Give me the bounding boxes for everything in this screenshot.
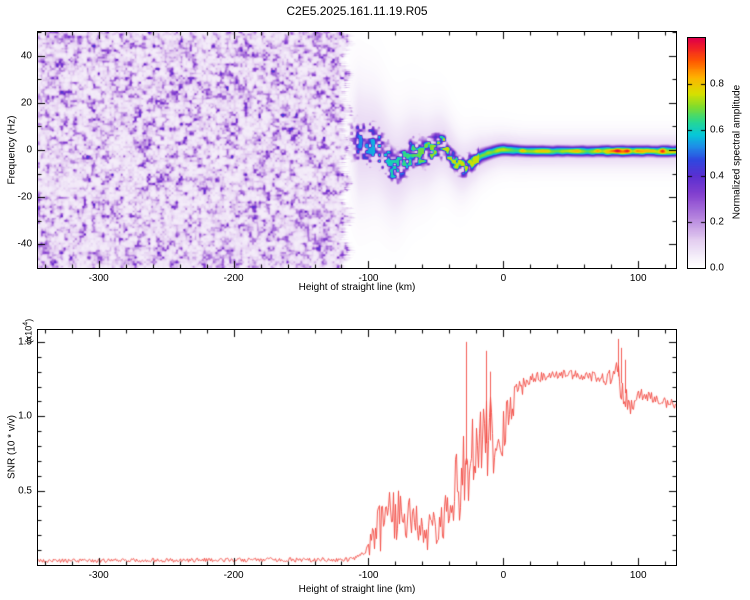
- spectrogram-y-tick-label: -20: [17, 191, 32, 203]
- spectrogram-y-tick-label: 20: [20, 97, 32, 109]
- colorbar-tick-label: 0.2: [710, 216, 724, 228]
- snr-canvas: [38, 330, 676, 565]
- height-axis-label-top: Height of straight line (km): [298, 282, 416, 293]
- spectrogram-y-tick-label: 40: [20, 50, 32, 62]
- colorbar: [688, 38, 705, 268]
- snr-x-tick-label: 100: [629, 570, 647, 581]
- colorbar-tick-label: 0.0: [710, 262, 724, 274]
- colorbar-frame: [687, 37, 706, 269]
- snr-y-tick-label: 1.5: [18, 336, 32, 348]
- snr-y-tick-label: 0.5: [18, 485, 32, 497]
- snr-axis-label: SNR (10 * v/v): [6, 415, 18, 479]
- snr-x-tick-label: -100: [358, 570, 379, 581]
- spectrogram-y-tick-label: -40: [17, 238, 32, 250]
- snr-scale-suffix: ): [23, 318, 34, 322]
- colorbar-tick-label: 0.4: [710, 170, 724, 182]
- snr-scale-exponent: 4: [22, 321, 30, 326]
- height-axis-label-bottom: Height of straight line (km): [298, 584, 416, 595]
- spectrogram-x-tick-label: -200: [223, 273, 244, 284]
- snr-x-tick-label: -300: [88, 570, 109, 581]
- snr-y-tick-label: 1.0: [18, 410, 32, 422]
- spectrogram-frame: [37, 31, 677, 269]
- colorbar-tick-label: 0.8: [710, 78, 724, 90]
- frequency-axis-label: Frequency (Hz): [6, 115, 18, 185]
- colorbar-tick-label: 0.6: [710, 124, 724, 136]
- spectrogram-x-tick-label: 0: [500, 273, 507, 284]
- colorbar-label: Normalized spectral amplitude: [731, 84, 743, 220]
- snr-frame: [37, 329, 677, 566]
- spectrogram-y-tick-label: 0: [26, 144, 32, 156]
- figure-title: C2E5.2025.161.11.19.R05: [286, 4, 428, 18]
- snr-x-tick-label: -200: [223, 570, 244, 581]
- spectrogram-x-tick-label: -100: [358, 273, 379, 284]
- snr-x-tick-label: 0: [500, 570, 507, 581]
- spectrogram-x-tick-label: 100: [629, 273, 647, 284]
- spectrogram-x-tick-label: -300: [88, 273, 109, 284]
- spectrogram-canvas: [38, 32, 676, 268]
